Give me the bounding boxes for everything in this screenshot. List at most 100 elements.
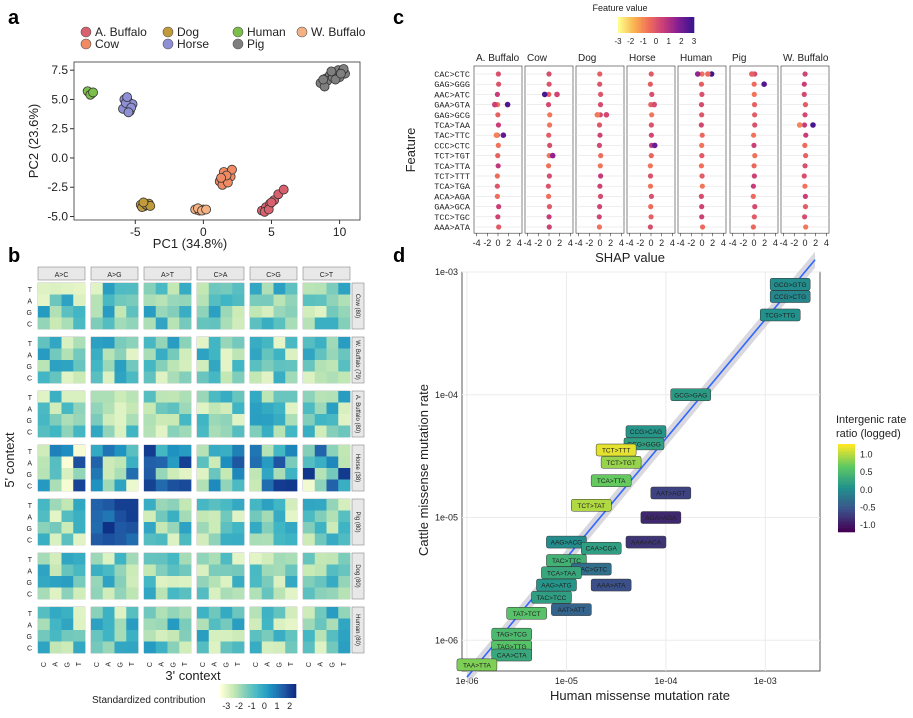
heatmap-cell xyxy=(155,414,168,426)
heatmap-cell xyxy=(91,348,104,361)
panel-a-xlabel: PC1 (34.8%) xyxy=(153,236,227,251)
legend-gradient-step xyxy=(673,17,676,33)
strip-header xyxy=(249,266,298,281)
heatmap-cell xyxy=(250,553,263,565)
point-abuffalo xyxy=(266,197,277,208)
feature-label: ACA>AGA xyxy=(434,192,471,202)
shap-point xyxy=(699,204,705,210)
strip-species xyxy=(351,552,365,600)
legend-tick-label: 2 xyxy=(679,37,684,46)
heatmap-cell xyxy=(91,641,104,654)
legend-tick-label: 3 xyxy=(692,37,697,46)
shap-x-tick-label: 2 xyxy=(762,238,767,248)
heatmap-cell xyxy=(49,510,62,523)
heatmap-cell xyxy=(179,564,192,577)
heatmap-cell xyxy=(303,414,316,426)
heatmap-cell xyxy=(73,425,86,438)
heatmap-cell xyxy=(232,522,245,534)
heatmap-cell xyxy=(261,337,274,349)
row-base-label: C xyxy=(27,429,32,436)
heatmap-cell xyxy=(144,618,157,631)
legend-tick-label: -1 xyxy=(640,37,648,46)
shap-panel-title: Dog xyxy=(578,53,596,64)
heatmap-cell xyxy=(232,414,245,426)
legend-gradient-step xyxy=(250,684,253,698)
row-base-label: T xyxy=(28,341,33,348)
heatmap-cell xyxy=(49,564,62,577)
legend-gradient-step xyxy=(676,17,680,33)
heatmap-cell xyxy=(126,414,139,426)
heatmap-cell xyxy=(155,337,168,349)
heatmap-cell xyxy=(338,630,351,642)
heatmap-cell xyxy=(126,348,139,361)
legend-gradient-step xyxy=(838,514,855,517)
heatmap-cell xyxy=(220,360,233,372)
heatmap-cell xyxy=(250,294,263,307)
point-dog xyxy=(138,197,149,208)
heatmap-cell xyxy=(338,576,351,588)
heatmap-cell xyxy=(49,479,62,492)
shap-x-tick-label: 0 xyxy=(802,238,807,248)
rate-label-box xyxy=(590,474,632,487)
legend-gradient-step xyxy=(688,17,691,33)
heatmap-cell xyxy=(73,337,86,349)
heatmap-cell xyxy=(338,479,351,492)
shap-point xyxy=(596,122,603,128)
legend-gradient-step xyxy=(629,17,632,33)
heatmap-cell xyxy=(250,607,263,619)
heatmap-cell xyxy=(155,553,168,565)
shap-point xyxy=(545,183,551,189)
heatmap-cell xyxy=(232,402,245,415)
heatmap-cell xyxy=(285,576,298,588)
legend-tick-label: -0.5 xyxy=(860,502,876,512)
legend-tick-label: -1.0 xyxy=(860,520,876,530)
heatmap-cell xyxy=(61,522,74,534)
rate-label-text: GCG>GTG xyxy=(774,282,807,289)
heatmap-cell xyxy=(208,499,221,511)
heatmap-cell xyxy=(261,510,274,523)
y-tick-label: -5.0 xyxy=(47,209,68,223)
feature-label: TCT>TTT xyxy=(434,172,470,182)
row-base-label: G xyxy=(27,364,32,371)
feature-label: TCA>TGA xyxy=(434,182,471,192)
shap-point xyxy=(752,122,758,128)
heatmap-cell xyxy=(303,564,316,577)
legend-gradient-step xyxy=(282,684,285,698)
shap-point-outlier xyxy=(810,122,816,128)
shap-point xyxy=(596,214,602,220)
legend-gradient-step xyxy=(623,17,626,33)
heatmap-cell xyxy=(197,294,210,307)
heatmap-cell xyxy=(250,456,263,469)
heatmap-cell xyxy=(326,391,339,403)
y-tick-label: 2.5 xyxy=(51,122,68,136)
rate-label-text: TCA>TAA xyxy=(547,570,577,577)
feature-label: TCA>TAA xyxy=(434,121,471,131)
heatmap-cell xyxy=(167,283,180,295)
legend-gradient-step xyxy=(682,17,685,33)
heatmap-cell xyxy=(91,510,104,523)
heatmap-cell xyxy=(49,360,62,372)
heatmap-cell xyxy=(155,522,168,534)
heatmap-cell xyxy=(250,360,263,372)
heatmap-cell xyxy=(61,564,74,577)
legend-gradient-step xyxy=(261,684,264,698)
heatmap-cell xyxy=(250,337,263,349)
strip-header xyxy=(302,266,351,281)
heatmap-cell xyxy=(273,283,286,295)
heatmap-cell xyxy=(285,445,298,457)
heatmap-cell xyxy=(49,337,62,349)
heatmap-cell xyxy=(102,607,115,619)
heatmap-cell xyxy=(326,510,339,523)
col-base-label: C xyxy=(94,662,101,667)
rate-label-text: AAA>ACA xyxy=(631,540,662,547)
heatmap-cell xyxy=(73,317,86,330)
shap-x-tick-label: 4 xyxy=(773,238,778,248)
legend-tick-label: -3 xyxy=(222,701,230,711)
heatmap-cell xyxy=(208,522,221,534)
rate-label-box xyxy=(640,511,682,524)
heatmap-cell xyxy=(179,456,192,469)
shap-point-outlier xyxy=(694,71,701,77)
shap-point xyxy=(648,132,654,138)
heatmap-cell xyxy=(155,499,168,511)
row-base-label: A xyxy=(27,568,32,575)
